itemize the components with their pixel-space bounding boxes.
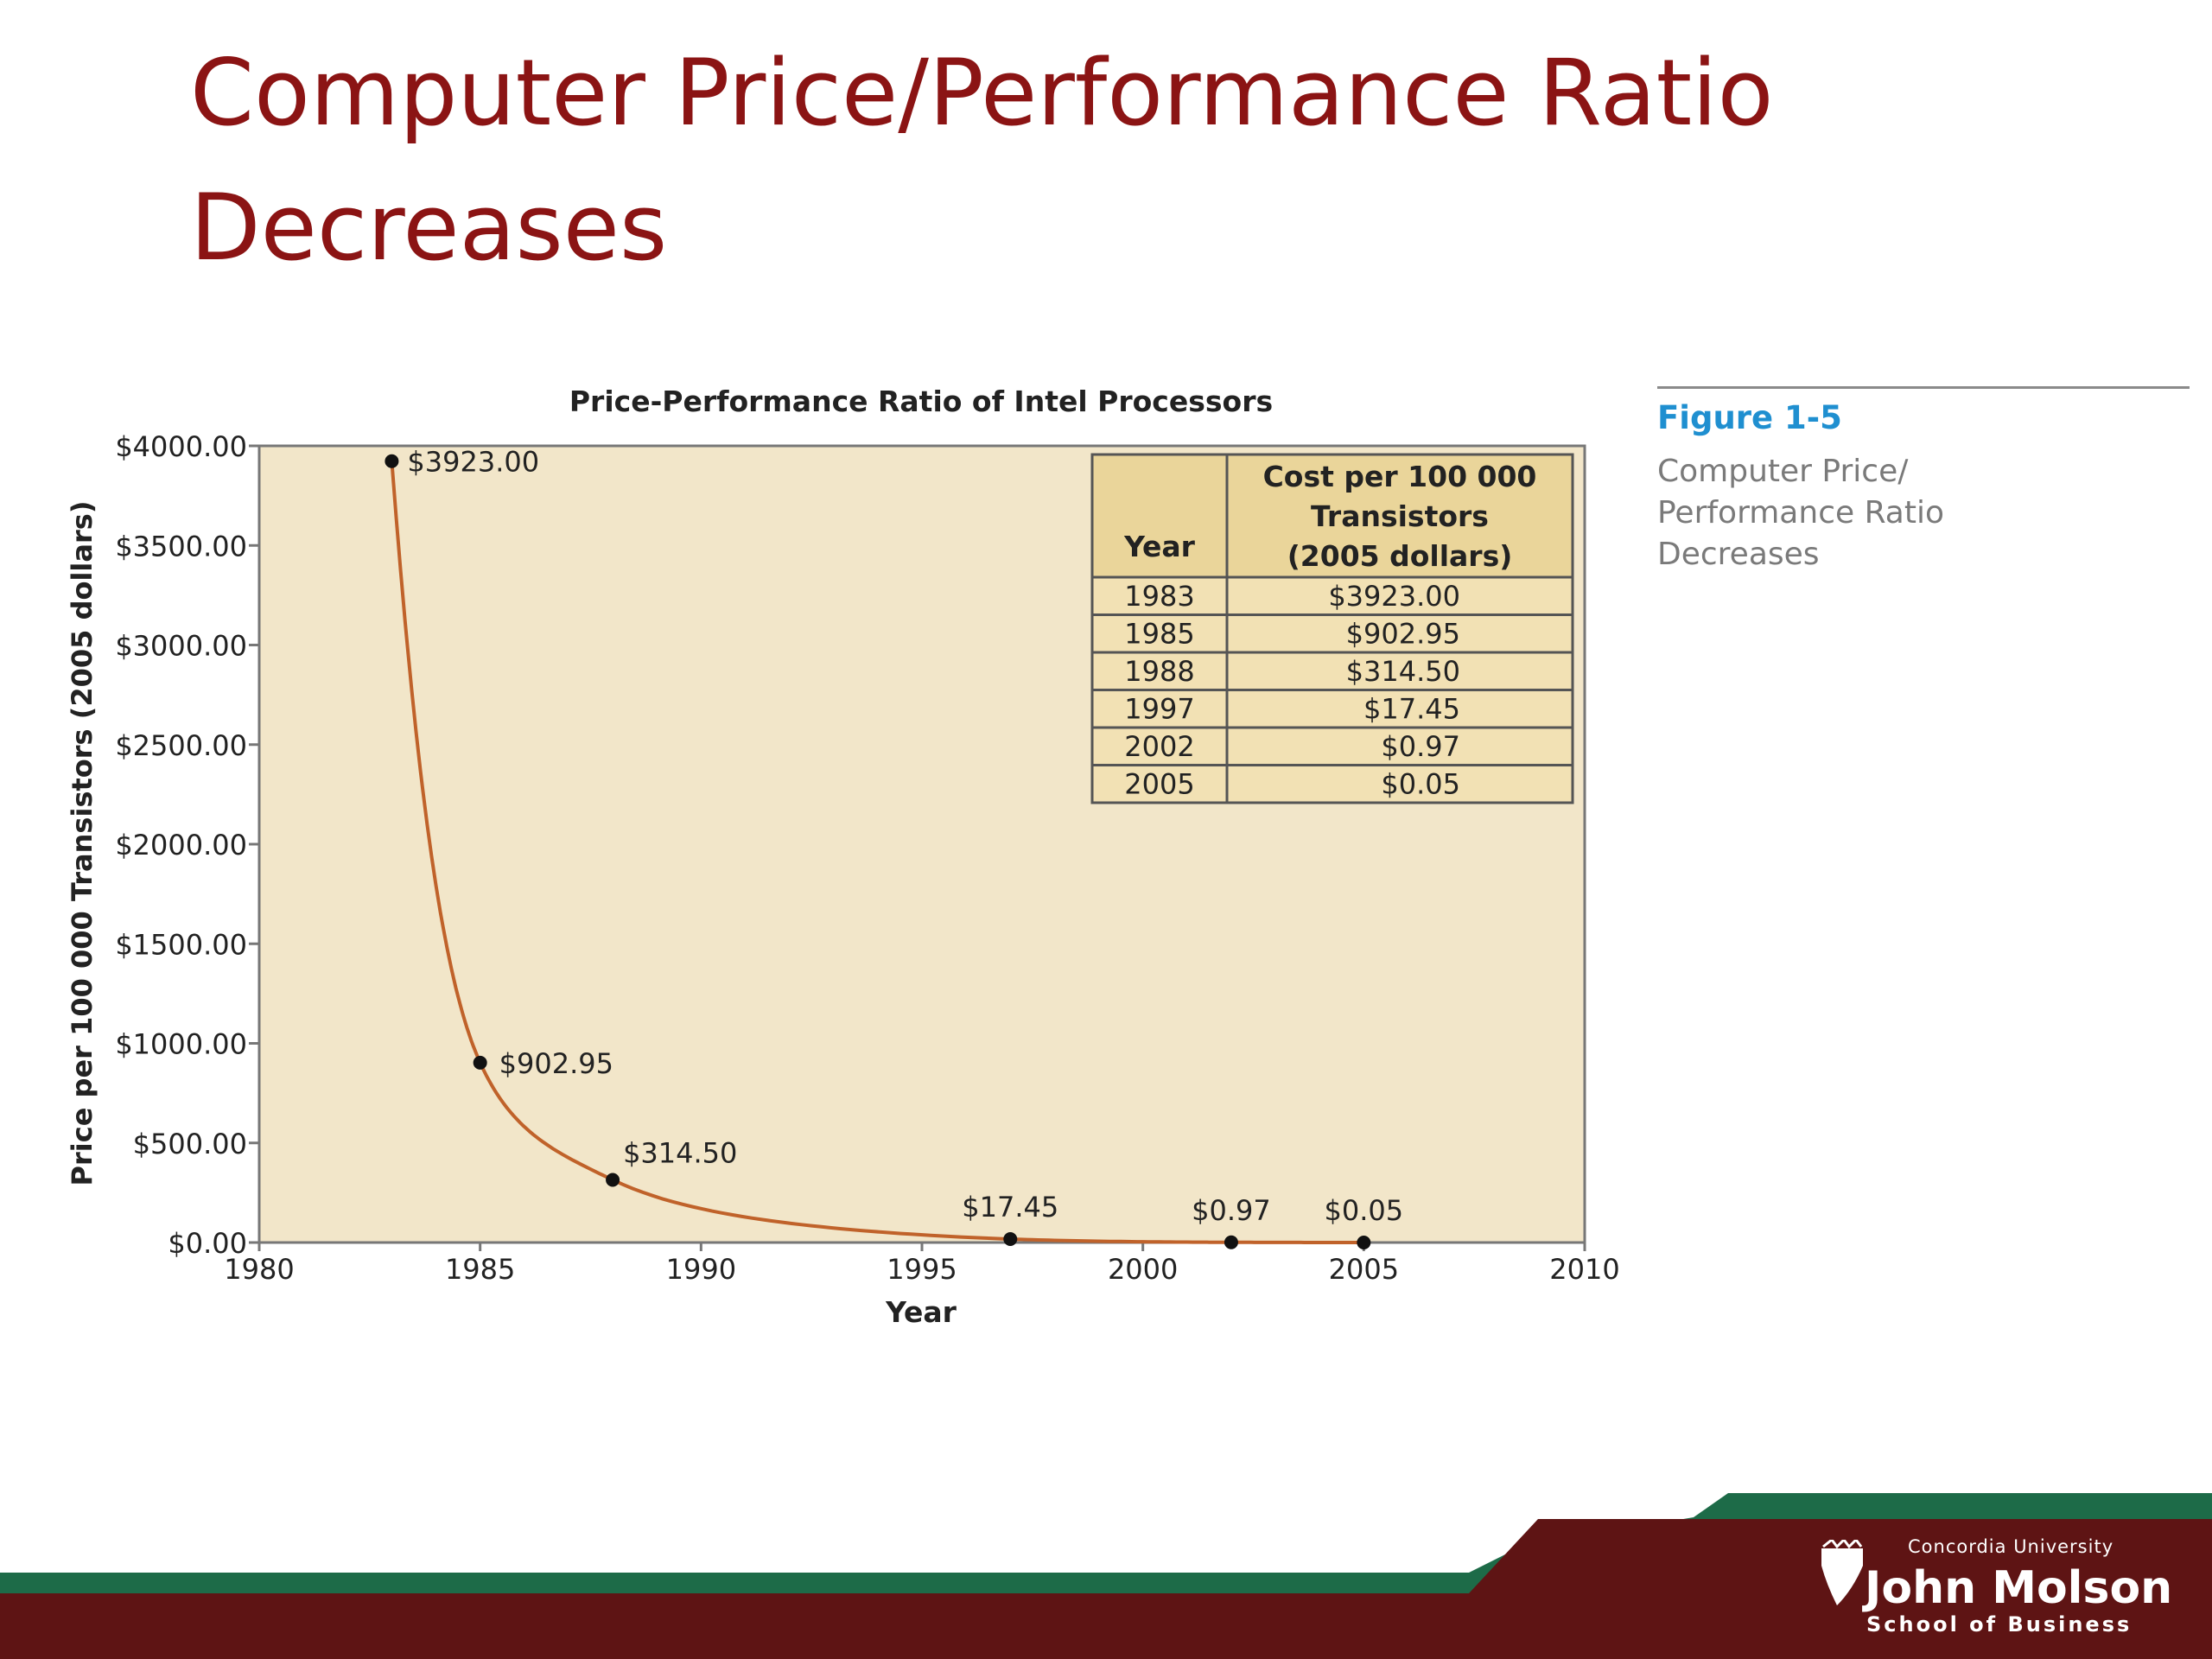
- price-curve: [390, 461, 1364, 1244]
- x-tick-label: 1980: [224, 1253, 294, 1286]
- table-cell-cost: $3923.00: [1328, 580, 1460, 613]
- data-point: [1357, 1235, 1371, 1249]
- y-axis-ticks: $0.00 $500.00 $1000.00 $1500.00 $2000.00 $250…: [115, 430, 259, 1260]
- y-tick-label: $3500.00: [115, 530, 247, 563]
- slide-title-line1: Computer Price/Performance Ratio: [190, 40, 1774, 146]
- figure-caption-line3: Decreases: [1657, 537, 1820, 572]
- table-header-cost: (2005 dollars): [1287, 539, 1513, 573]
- logo-university: Concordia University: [1908, 1536, 2114, 1557]
- price-performance-chart: Price-Performance Ratio of Intel Process…: [66, 385, 1620, 1329]
- table-cell-year: 1985: [1124, 618, 1194, 651]
- data-point-label: $0.97: [1192, 1194, 1271, 1227]
- y-tick-label: $2000.00: [115, 829, 247, 861]
- x-axis-ticks: 1980 1985 1990 1995 2000 2005 2010: [224, 1243, 1620, 1286]
- footer-band: [0, 1493, 2212, 1659]
- y-tick-label: $0.00: [168, 1227, 247, 1260]
- y-tick-label: $2500.00: [115, 729, 247, 762]
- data-point: [1224, 1235, 1238, 1249]
- data-point-label: $902.95: [499, 1047, 613, 1080]
- x-tick-label: 1990: [666, 1253, 736, 1286]
- figure-caption-line2: Performance Ratio: [1657, 495, 1944, 531]
- logo-school: School of Business: [1866, 1612, 2133, 1637]
- data-point: [606, 1173, 620, 1187]
- figure-divider: [1657, 386, 2190, 389]
- table-cell-cost: $0.05: [1381, 768, 1460, 801]
- table-header-cost: Transistors: [1311, 499, 1489, 533]
- table-cell-year: 1988: [1124, 655, 1194, 688]
- figure-caption-line1: Computer Price/: [1657, 454, 1909, 489]
- x-tick-label: 1985: [445, 1253, 515, 1286]
- data-point-label: $3923.00: [407, 446, 539, 479]
- data-points: $3923.00 $902.95 $314.50 $17.45 $0.97 $0.05: [385, 446, 1403, 1249]
- x-tick-label: 2010: [1549, 1253, 1619, 1286]
- y-tick-label: $1500.00: [115, 928, 247, 961]
- data-point: [473, 1055, 487, 1070]
- y-tick-label: $3000.00: [115, 630, 247, 663]
- logo-name: John Molson: [1865, 1562, 2173, 1614]
- table-header: [1090, 453, 1574, 579]
- table-cell-cost: $902.95: [1346, 618, 1460, 651]
- table-cell-year: 1983: [1124, 580, 1194, 613]
- table-header-year: Year: [1123, 530, 1196, 563]
- data-point-label: $0.05: [1325, 1194, 1404, 1227]
- table-cell-year: 1997: [1124, 693, 1194, 726]
- table-cell-cost: $0.97: [1381, 730, 1460, 763]
- data-point-label: $314.50: [623, 1137, 737, 1170]
- figure-number: Figure 1-5: [1657, 399, 1842, 436]
- data-point: [385, 454, 399, 468]
- x-tick-label: 1995: [887, 1253, 957, 1286]
- figure-caption: Computer Price/ Performance Ratio Decrea…: [1657, 451, 2141, 575]
- table-cell-year: 2005: [1124, 768, 1194, 801]
- y-tick-label: $4000.00: [115, 430, 247, 463]
- y-tick-label: $1000.00: [115, 1028, 247, 1061]
- y-tick-label: $500.00: [133, 1128, 247, 1160]
- x-tick-label: 2000: [1108, 1253, 1178, 1286]
- university-emblem-icon: [1821, 1540, 1863, 1605]
- footer-maroon-band: [0, 1519, 2212, 1659]
- table-cell-cost: $314.50: [1346, 655, 1460, 688]
- data-point-label: $17.45: [962, 1191, 1058, 1224]
- data-point: [1003, 1231, 1018, 1246]
- y-axis-label: Price per 100 000 Transistors (2005 doll…: [66, 501, 99, 1186]
- x-tick-label: 2005: [1329, 1253, 1399, 1286]
- x-axis-label: Year: [885, 1295, 957, 1329]
- table-cell-year: 2002: [1124, 730, 1194, 763]
- table-header-cost: Cost per 100 000: [1263, 460, 1537, 493]
- data-table: Year Cost per 100 000 Transistors (2005 dol…: [1090, 453, 1574, 804]
- chart-title: Price-Performance Ratio of Intel Process…: [569, 385, 1273, 418]
- slide-title: Computer Price/Performance Ratio Decreas…: [190, 26, 1918, 296]
- slide-title-line2: Decreases: [190, 175, 668, 281]
- table-cell-cost: $17.45: [1363, 693, 1460, 726]
